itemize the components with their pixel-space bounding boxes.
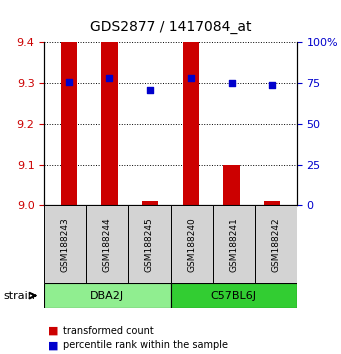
Text: GSM188243: GSM188243 xyxy=(61,217,70,272)
Text: ■: ■ xyxy=(48,340,58,350)
Point xyxy=(107,75,112,81)
FancyBboxPatch shape xyxy=(44,283,170,308)
Point xyxy=(269,82,275,88)
Text: GSM188242: GSM188242 xyxy=(271,217,280,272)
Text: GSM188240: GSM188240 xyxy=(187,217,196,272)
Text: strain: strain xyxy=(3,291,35,301)
FancyBboxPatch shape xyxy=(170,205,212,283)
Text: transformed count: transformed count xyxy=(63,326,154,336)
Text: GSM188245: GSM188245 xyxy=(145,217,154,272)
FancyBboxPatch shape xyxy=(44,205,86,283)
FancyBboxPatch shape xyxy=(129,205,170,283)
Bar xyxy=(142,201,158,205)
Bar xyxy=(101,42,118,205)
Text: GDS2877 / 1417084_at: GDS2877 / 1417084_at xyxy=(90,19,251,34)
Text: GSM188244: GSM188244 xyxy=(103,217,112,272)
FancyBboxPatch shape xyxy=(255,205,297,283)
Text: percentile rank within the sample: percentile rank within the sample xyxy=(63,340,228,350)
Point xyxy=(229,80,234,86)
Text: GSM188241: GSM188241 xyxy=(229,217,238,272)
Bar xyxy=(223,165,240,205)
Bar xyxy=(264,201,280,205)
Text: DBA2J: DBA2J xyxy=(90,291,124,301)
FancyBboxPatch shape xyxy=(86,205,129,283)
Bar xyxy=(61,42,77,205)
FancyBboxPatch shape xyxy=(212,205,255,283)
Point xyxy=(188,75,194,81)
FancyBboxPatch shape xyxy=(170,283,297,308)
Point xyxy=(66,79,72,84)
Text: C57BL6J: C57BL6J xyxy=(211,291,256,301)
Point xyxy=(147,87,153,92)
Bar xyxy=(183,42,199,205)
Text: ■: ■ xyxy=(48,326,58,336)
